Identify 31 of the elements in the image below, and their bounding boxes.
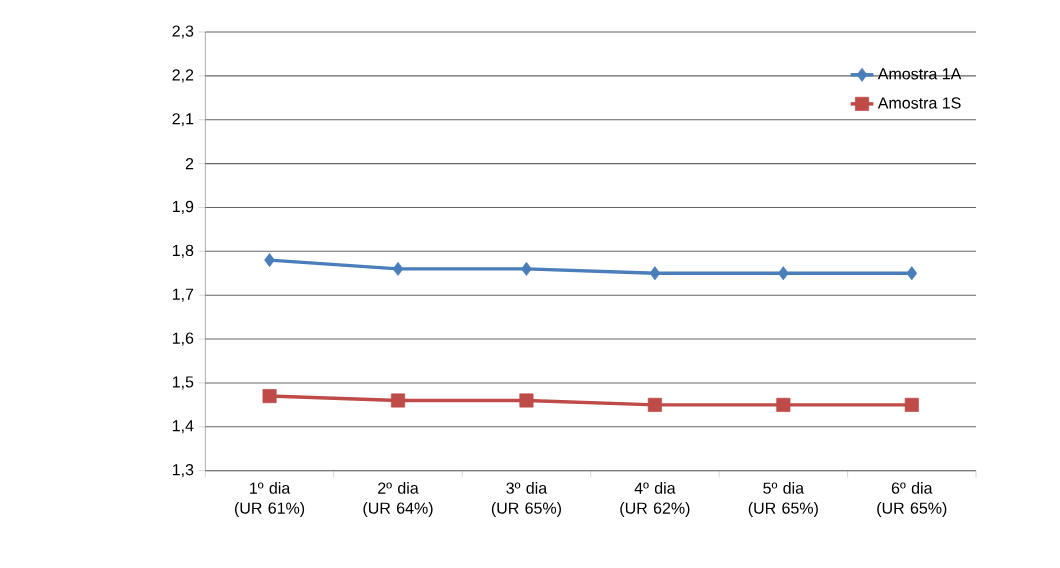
- point: [778, 266, 789, 281]
- point: [392, 261, 404, 276]
- y-tick-label: 1,7: [172, 288, 194, 302]
- point: [904, 397, 919, 412]
- y-tick-label: 1,9: [172, 200, 194, 215]
- legend-label: Amostra 1A: [877, 68, 962, 80]
- point: [649, 266, 661, 281]
- point: [647, 397, 662, 412]
- y-tick-label: 1,8: [172, 244, 194, 258]
- x-tick-label: 4º dia (UR 62%): [620, 482, 690, 517]
- point: [262, 389, 277, 404]
- y-tick-label: 2,3: [172, 25, 194, 39]
- y-tick-label: 1,3: [172, 464, 194, 478]
- x-tick-label: 3º dia (UR 65%): [491, 482, 561, 517]
- point: [906, 266, 918, 281]
- y-tick-label: 2,2: [172, 69, 194, 83]
- x-tick-label: 6º dia (UR 65%): [877, 482, 947, 517]
- x-tick-label: 2º dia (UR 64%): [363, 482, 433, 517]
- x-tick-label: 5º dia (UR 65%): [748, 482, 818, 517]
- point: [776, 397, 791, 412]
- y-tick-label: 1,4: [172, 420, 194, 434]
- legend-label: Amostra 1S: [877, 97, 961, 109]
- point: [519, 393, 534, 408]
- point: [264, 253, 275, 268]
- x-tick-label: 1º dia (UR 61%): [234, 482, 305, 517]
- y-tick-label: 1,5: [172, 376, 194, 390]
- y-tick-label: 1,6: [172, 332, 194, 346]
- y-tick-label: 2,1: [172, 113, 194, 127]
- point: [521, 261, 532, 276]
- point: [391, 393, 406, 408]
- y-tick-label: 2: [185, 158, 194, 170]
